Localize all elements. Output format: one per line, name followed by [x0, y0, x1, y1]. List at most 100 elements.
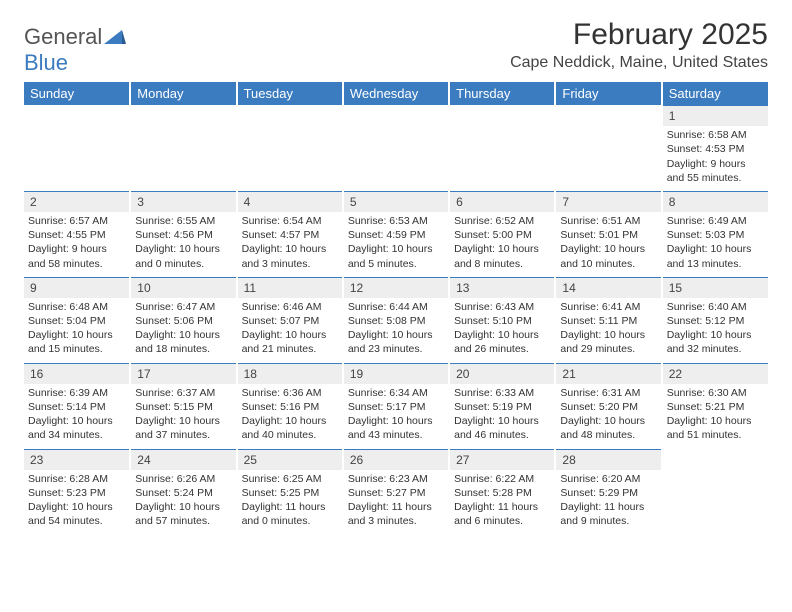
- day-number: 2: [24, 191, 130, 212]
- sunrise-line: Sunrise: 6:58 AM: [667, 128, 764, 142]
- day-cell: Sunrise: 6:46 AMSunset: 5:07 PMDaylight:…: [237, 298, 343, 363]
- month-title: February 2025: [510, 18, 768, 52]
- day-cell: Sunrise: 6:52 AMSunset: 5:00 PMDaylight:…: [449, 212, 555, 277]
- day-number: 11: [237, 277, 343, 298]
- sunset-line: Sunset: 5:15 PM: [135, 400, 231, 414]
- sunrise-line: Sunrise: 6:25 AM: [242, 472, 338, 486]
- sunset-line: Sunset: 5:21 PM: [667, 400, 764, 414]
- day-content-row: Sunrise: 6:28 AMSunset: 5:23 PMDaylight:…: [24, 470, 768, 535]
- day-cell: [237, 126, 343, 191]
- day-cell: Sunrise: 6:22 AMSunset: 5:28 PMDaylight:…: [449, 470, 555, 535]
- day-number: 9: [24, 277, 130, 298]
- day-number: 13: [449, 277, 555, 298]
- sunrise-line: Sunrise: 6:41 AM: [560, 300, 656, 314]
- daynum-row: 232425262728: [24, 449, 768, 470]
- sunset-line: Sunset: 4:56 PM: [135, 228, 231, 242]
- day-number: [237, 106, 343, 127]
- daylight-line: Daylight: 10 hours and 34 minutes.: [28, 414, 125, 442]
- sunrise-line: Sunrise: 6:39 AM: [28, 386, 125, 400]
- sunrise-line: Sunrise: 6:46 AM: [242, 300, 338, 314]
- daylight-line: Daylight: 9 hours and 58 minutes.: [28, 242, 125, 270]
- sunrise-line: Sunrise: 6:47 AM: [135, 300, 231, 314]
- day-cell: Sunrise: 6:20 AMSunset: 5:29 PMDaylight:…: [555, 470, 661, 535]
- sunset-line: Sunset: 5:01 PM: [560, 228, 656, 242]
- sunrise-line: Sunrise: 6:34 AM: [348, 386, 444, 400]
- sunrise-line: Sunrise: 6:53 AM: [348, 214, 444, 228]
- sunset-line: Sunset: 5:17 PM: [348, 400, 444, 414]
- weekday-header: Monday: [130, 82, 236, 106]
- day-cell: Sunrise: 6:30 AMSunset: 5:21 PMDaylight:…: [662, 384, 768, 449]
- day-cell: [24, 126, 130, 191]
- day-number: 3: [130, 191, 236, 212]
- daynum-row: 1: [24, 106, 768, 127]
- day-cell: Sunrise: 6:55 AMSunset: 4:56 PMDaylight:…: [130, 212, 236, 277]
- sunrise-line: Sunrise: 6:31 AM: [560, 386, 656, 400]
- sunrise-line: Sunrise: 6:30 AM: [667, 386, 764, 400]
- day-cell: Sunrise: 6:54 AMSunset: 4:57 PMDaylight:…: [237, 212, 343, 277]
- day-cell: [343, 126, 449, 191]
- day-cell: Sunrise: 6:47 AMSunset: 5:06 PMDaylight:…: [130, 298, 236, 363]
- sunset-line: Sunset: 5:08 PM: [348, 314, 444, 328]
- daylight-line: Daylight: 10 hours and 5 minutes.: [348, 242, 444, 270]
- daylight-line: Daylight: 10 hours and 23 minutes.: [348, 328, 444, 356]
- day-number: 16: [24, 363, 130, 384]
- daylight-line: Daylight: 10 hours and 10 minutes.: [560, 242, 656, 270]
- day-cell: Sunrise: 6:25 AMSunset: 5:25 PMDaylight:…: [237, 470, 343, 535]
- brand-text: General Blue: [24, 24, 102, 76]
- daylight-line: Daylight: 10 hours and 21 minutes.: [242, 328, 338, 356]
- daylight-line: Daylight: 10 hours and 48 minutes.: [560, 414, 656, 442]
- brand-logo: General Blue: [24, 18, 126, 76]
- sunrise-line: Sunrise: 6:26 AM: [135, 472, 231, 486]
- sunrise-line: Sunrise: 6:22 AM: [454, 472, 550, 486]
- day-cell: Sunrise: 6:31 AMSunset: 5:20 PMDaylight:…: [555, 384, 661, 449]
- day-cell: Sunrise: 6:34 AMSunset: 5:17 PMDaylight:…: [343, 384, 449, 449]
- sunset-line: Sunset: 5:16 PM: [242, 400, 338, 414]
- sunset-line: Sunset: 5:03 PM: [667, 228, 764, 242]
- sunset-line: Sunset: 5:19 PM: [454, 400, 550, 414]
- sunset-line: Sunset: 5:00 PM: [454, 228, 550, 242]
- day-cell: Sunrise: 6:37 AMSunset: 5:15 PMDaylight:…: [130, 384, 236, 449]
- header: General Blue February 2025 Cape Neddick,…: [24, 18, 768, 76]
- sunset-line: Sunset: 4:55 PM: [28, 228, 125, 242]
- sunset-line: Sunset: 5:24 PM: [135, 486, 231, 500]
- day-cell: Sunrise: 6:57 AMSunset: 4:55 PMDaylight:…: [24, 212, 130, 277]
- daynum-row: 16171819202122: [24, 363, 768, 384]
- day-number: [130, 106, 236, 127]
- day-number: 12: [343, 277, 449, 298]
- day-cell: Sunrise: 6:48 AMSunset: 5:04 PMDaylight:…: [24, 298, 130, 363]
- daylight-line: Daylight: 10 hours and 18 minutes.: [135, 328, 231, 356]
- sunset-line: Sunset: 5:07 PM: [242, 314, 338, 328]
- sunset-line: Sunset: 5:29 PM: [560, 486, 656, 500]
- day-cell: Sunrise: 6:43 AMSunset: 5:10 PMDaylight:…: [449, 298, 555, 363]
- sunrise-line: Sunrise: 6:40 AM: [667, 300, 764, 314]
- sunrise-line: Sunrise: 6:37 AM: [135, 386, 231, 400]
- sunset-line: Sunset: 5:27 PM: [348, 486, 444, 500]
- weekday-header: Thursday: [449, 82, 555, 106]
- daylight-line: Daylight: 10 hours and 8 minutes.: [454, 242, 550, 270]
- sunset-line: Sunset: 5:28 PM: [454, 486, 550, 500]
- sunset-line: Sunset: 5:25 PM: [242, 486, 338, 500]
- title-block: February 2025 Cape Neddick, Maine, Unite…: [510, 18, 768, 72]
- daynum-row: 2345678: [24, 191, 768, 212]
- day-number: [555, 106, 661, 127]
- sunrise-line: Sunrise: 6:49 AM: [667, 214, 764, 228]
- day-number: 28: [555, 449, 661, 470]
- day-number: 21: [555, 363, 661, 384]
- day-number: 6: [449, 191, 555, 212]
- day-cell: [662, 470, 768, 535]
- day-content-row: Sunrise: 6:58 AMSunset: 4:53 PMDaylight:…: [24, 126, 768, 191]
- daynum-row: 9101112131415: [24, 277, 768, 298]
- day-number: 4: [237, 191, 343, 212]
- location: Cape Neddick, Maine, United States: [510, 54, 768, 72]
- day-cell: Sunrise: 6:44 AMSunset: 5:08 PMDaylight:…: [343, 298, 449, 363]
- daylight-line: Daylight: 11 hours and 0 minutes.: [242, 500, 338, 528]
- sunrise-line: Sunrise: 6:55 AM: [135, 214, 231, 228]
- daylight-line: Daylight: 10 hours and 13 minutes.: [667, 242, 764, 270]
- sunrise-line: Sunrise: 6:33 AM: [454, 386, 550, 400]
- sunset-line: Sunset: 5:12 PM: [667, 314, 764, 328]
- sunrise-line: Sunrise: 6:28 AM: [28, 472, 125, 486]
- day-number: 19: [343, 363, 449, 384]
- day-number: 27: [449, 449, 555, 470]
- day-cell: Sunrise: 6:26 AMSunset: 5:24 PMDaylight:…: [130, 470, 236, 535]
- daylight-line: Daylight: 10 hours and 46 minutes.: [454, 414, 550, 442]
